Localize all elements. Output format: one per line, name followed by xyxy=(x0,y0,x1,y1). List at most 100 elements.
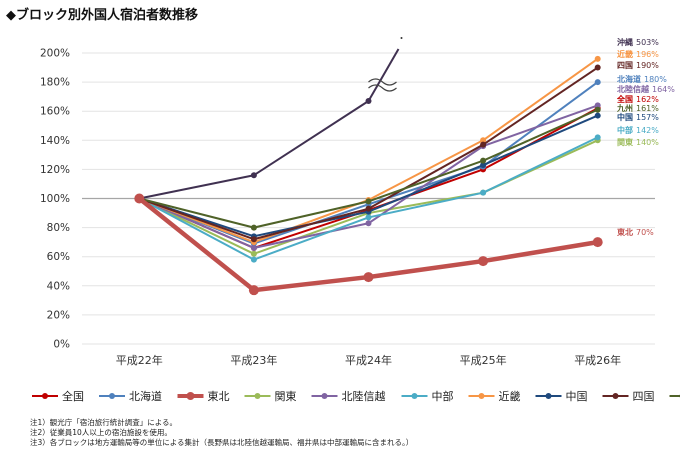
legend-label: 近畿 xyxy=(499,389,521,403)
end-label: 北海道 180% xyxy=(617,74,667,84)
end-label: 中部 142% xyxy=(617,125,659,135)
break-mark xyxy=(368,78,397,86)
data-point xyxy=(594,112,601,119)
data-point xyxy=(480,137,487,144)
series-北陸信越 xyxy=(136,102,601,251)
legend-item: 東北 xyxy=(177,390,230,403)
data-point xyxy=(250,172,257,179)
y-tick-label: 20% xyxy=(47,309,70,321)
data-point xyxy=(480,141,487,148)
legend-label: 北海道 xyxy=(129,389,162,403)
legend-label: 関東 xyxy=(275,390,297,403)
end-label: 近畿 196% xyxy=(617,49,659,59)
data-point xyxy=(480,157,487,164)
legend-marker xyxy=(42,393,48,399)
end-label: 全国 162% xyxy=(616,94,659,104)
legend-label: 中国 xyxy=(566,390,588,403)
data-point xyxy=(594,79,601,86)
legend-item: 全国 xyxy=(32,389,84,403)
legend-label: 全国 xyxy=(62,389,84,403)
footnote-3: 注3）各ブロックは地方運輸局等の単位による集計（長野県は北陸信越運輸局、福井県は… xyxy=(30,438,414,447)
x-tick-label: 平成25年 xyxy=(460,353,507,367)
legend-label: 東北 xyxy=(208,390,230,403)
data-point xyxy=(594,64,601,71)
data-point xyxy=(365,214,372,221)
footnote-1: 注1）観光庁「宿泊旅行統計調査」による。 xyxy=(30,418,178,427)
end-label: 九州 161% xyxy=(616,103,659,113)
y-tick-label: 0% xyxy=(53,339,70,351)
legend-marker xyxy=(612,393,619,399)
legend-marker xyxy=(545,393,552,399)
y-tick-label: 100% xyxy=(40,193,70,205)
y-tick-label: 200% xyxy=(40,48,70,60)
legend-item: 中部 xyxy=(401,389,454,403)
series-沖縄 xyxy=(136,98,372,202)
series-line xyxy=(139,100,370,200)
legend-marker xyxy=(109,393,115,399)
y-tick-label: 120% xyxy=(40,164,70,176)
legend-item: 九州 xyxy=(669,394,680,398)
data-point xyxy=(365,220,372,227)
x-tick-label: 平成24年 xyxy=(345,353,392,367)
data-point xyxy=(250,244,257,251)
footnotes: 注1）観光庁「宿泊旅行統計調査」による。 注2）従業員10人以上の宿泊施設を使用… xyxy=(30,418,413,448)
off-scale-line xyxy=(367,48,400,102)
data-point xyxy=(594,106,601,113)
end-labels: 全国 162% 北海道 180% 東北 70% 関東 140% 北陸信越 164% 中部 142% 近畿… xyxy=(616,37,675,237)
legend-item: 北陸信越 xyxy=(311,389,386,403)
x-tick-label: 平成26年 xyxy=(574,353,621,367)
y-tick-label: 60% xyxy=(47,251,70,263)
data-point xyxy=(594,102,601,109)
series-東北 xyxy=(134,193,603,296)
data-point xyxy=(480,189,487,196)
legend-marker xyxy=(478,393,485,399)
data-point xyxy=(248,285,259,296)
y-tick-label: 180% xyxy=(40,77,70,89)
legend-item: 中国 xyxy=(535,390,588,403)
y-tick-label: 40% xyxy=(47,280,70,292)
y-tick-label: 80% xyxy=(47,222,70,234)
x-tick-label: 平成23年 xyxy=(230,353,277,367)
footnote-2: 注2）従業員10人以上の宿泊施設を使用。 xyxy=(30,428,172,437)
break-mark xyxy=(368,84,397,92)
series-全国 xyxy=(136,105,601,251)
end-label: 東北 70% xyxy=(617,227,654,237)
legend-item: 関東 xyxy=(244,390,297,403)
data-point xyxy=(250,236,257,243)
data-point xyxy=(134,193,145,204)
end-label: 中国 157% xyxy=(617,112,659,122)
legend-label: 中部 xyxy=(432,389,454,403)
legend-item: 北海道 xyxy=(99,389,162,403)
dot-mark xyxy=(400,37,403,39)
y-tick-label: 140% xyxy=(40,135,70,147)
x-tick-label: 平成22年 xyxy=(116,353,163,367)
series-lines xyxy=(134,37,603,296)
data-point xyxy=(594,134,601,141)
legend: 全国北海道東北関東北陸信越中部近畿中国四国九州沖縄 xyxy=(32,389,680,403)
legend-marker xyxy=(411,393,418,399)
data-point xyxy=(365,198,372,205)
end-label: 関東 140% xyxy=(617,137,659,147)
end-label: 四国 190% xyxy=(617,60,659,70)
data-point xyxy=(480,162,487,169)
y-gridlines xyxy=(82,52,655,345)
y-tick-labels: 0% 20% 40% 60% 80% 100% 120% 140% 160% 180% 200% xyxy=(40,48,70,351)
data-point xyxy=(594,55,601,62)
data-point xyxy=(363,272,374,283)
data-point xyxy=(250,256,257,263)
legend-item: 近畿 xyxy=(468,389,521,403)
legend-marker xyxy=(254,393,261,399)
x-tick-labels: 平成22年 平成23年 平成24年 平成25年 平成26年 xyxy=(116,353,621,367)
legend-marker xyxy=(321,393,328,399)
data-point xyxy=(478,256,489,267)
data-point xyxy=(365,205,372,212)
chart-title: ◆ブロック別外国人宿泊者数推移 xyxy=(6,8,198,23)
legend-item: 四国 xyxy=(602,390,655,403)
y-tick-label: 160% xyxy=(40,106,70,118)
legend-label: 四国 xyxy=(633,390,655,403)
end-label: 北陸信越 164% xyxy=(617,84,675,94)
data-point xyxy=(250,250,257,257)
data-point xyxy=(592,237,603,248)
data-point xyxy=(250,224,257,231)
